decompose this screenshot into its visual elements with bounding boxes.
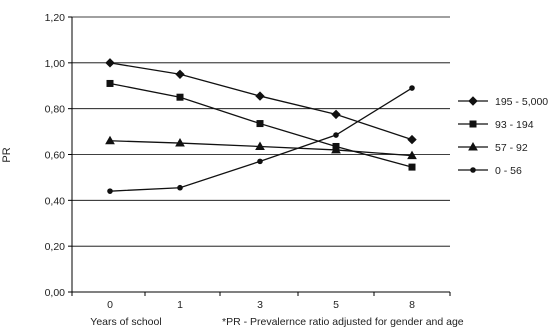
data-point xyxy=(106,79,114,87)
x-axis-label: Years of school xyxy=(90,316,161,328)
legend-label: 195 - 5,000 xyxy=(495,96,548,108)
y-tick-labels: 0,00 0,20 0,40 0,60 0,80 1,00 1,20 xyxy=(45,12,66,299)
legend: 195 - 5,000 93 - 194 57 - 92 0 - 56 xyxy=(458,96,548,177)
y-tick-label: 1,00 xyxy=(45,58,66,70)
legend-marker xyxy=(468,96,478,106)
data-point xyxy=(107,188,113,194)
y-tick-label: 0,60 xyxy=(45,150,66,162)
data-point xyxy=(176,93,184,101)
y-tick-label: 1,20 xyxy=(45,12,66,24)
footnote: *PR - Prevalernce ratio adjusted for gen… xyxy=(222,316,464,328)
series-triangle xyxy=(105,135,417,160)
data-point xyxy=(257,158,263,165)
gridlines xyxy=(68,16,450,293)
series-diamond xyxy=(105,58,417,145)
legend-item: 0 - 56 xyxy=(458,165,522,177)
series-line xyxy=(109,87,413,192)
axes xyxy=(71,17,450,293)
y-axis-label: PR xyxy=(1,147,13,162)
x-tick-label: 1 xyxy=(177,299,183,311)
legend-marker xyxy=(468,141,478,151)
data-point xyxy=(255,141,265,150)
legend-label: 57 - 92 xyxy=(495,142,528,154)
y-tick-label: 0,40 xyxy=(45,195,66,207)
legend-marker xyxy=(469,120,477,128)
y-tick-label: 0,00 xyxy=(45,287,66,299)
legend-label: 0 - 56 xyxy=(495,165,522,177)
x-tick-labels: 0 1 3 5 8 xyxy=(71,292,451,311)
series-lines xyxy=(105,58,417,194)
data-point xyxy=(175,138,185,147)
x-tick-label: 5 xyxy=(333,299,339,311)
y-tick-label: 0,20 xyxy=(45,241,66,253)
data-point xyxy=(408,163,416,171)
series-circle xyxy=(107,85,415,194)
data-point xyxy=(407,150,417,160)
data-point xyxy=(333,132,339,138)
data-point xyxy=(105,58,115,68)
legend-item: 195 - 5,000 xyxy=(458,96,548,108)
legend-item: 57 - 92 xyxy=(458,141,528,154)
data-point xyxy=(331,109,341,120)
data-point xyxy=(256,120,264,128)
data-point xyxy=(331,144,341,154)
y-tick-label: 0,80 xyxy=(45,104,66,116)
data-point xyxy=(409,85,415,91)
data-point xyxy=(175,69,185,79)
legend-marker xyxy=(470,167,476,173)
data-point xyxy=(407,134,417,145)
legend-label: 93 - 194 xyxy=(495,119,534,131)
data-point xyxy=(255,91,265,101)
series-line xyxy=(109,62,413,141)
x-tick-label: 0 xyxy=(107,299,113,311)
x-tick-label: 8 xyxy=(409,299,415,311)
data-point xyxy=(105,135,115,145)
data-point xyxy=(177,184,183,191)
x-tick-label: 3 xyxy=(257,299,263,311)
legend-item: 93 - 194 xyxy=(458,119,534,131)
